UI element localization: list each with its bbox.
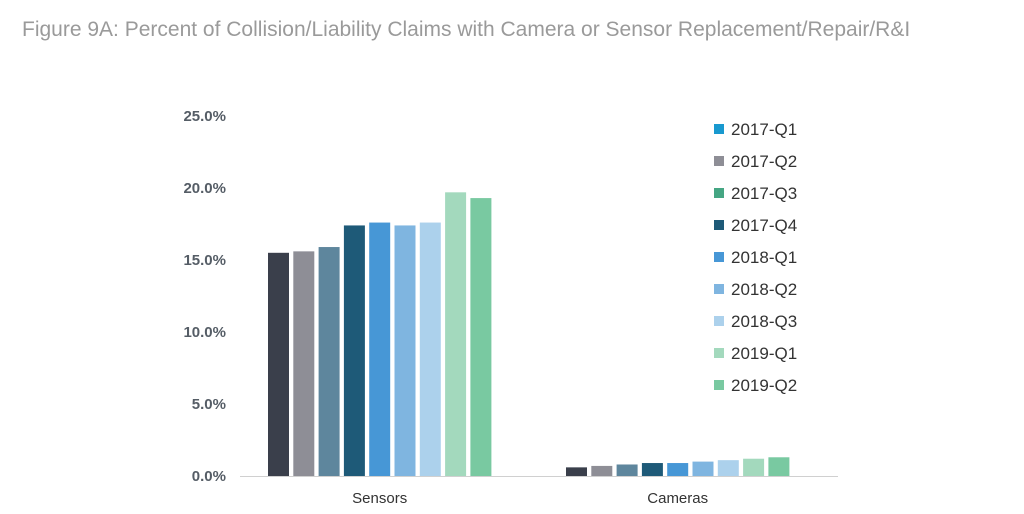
bar-sensors-2019-q1	[445, 192, 467, 476]
y-axis: 0.0% 5.0% 10.0% 15.0% 20.0% 25.0%	[183, 108, 226, 485]
y-tick-label: 15.0%	[183, 252, 226, 269]
legend-label: 2018-Q1	[731, 248, 797, 267]
y-tick-label: 20.0%	[183, 180, 226, 197]
legend-label: 2019-Q1	[731, 344, 797, 363]
x-axis: Sensors Cameras	[240, 476, 838, 507]
bar-sensors-2019-q2	[470, 198, 492, 476]
y-tick-label: 25.0%	[183, 108, 226, 125]
legend-swatch	[714, 188, 724, 198]
legend-swatch	[714, 124, 724, 134]
legend-label: 2018-Q3	[731, 312, 797, 331]
legend: 2017-Q1 2017-Q2 2017-Q3 2017-Q4 2018-Q1 2018-…	[714, 120, 797, 395]
bar-sensors-2018-q1	[369, 222, 391, 476]
legend-label: 2019-Q2	[731, 376, 797, 395]
legend-label: 2017-Q1	[731, 120, 797, 139]
y-tick-label: 0.0%	[192, 468, 226, 485]
bar-cameras-2018-q2	[692, 461, 714, 476]
y-tick-label: 10.0%	[183, 324, 226, 341]
bar-cameras-2019-q1	[743, 458, 765, 476]
bar-cameras-2017-q3	[616, 464, 638, 476]
legend-swatch	[714, 348, 724, 358]
legend-swatch	[714, 284, 724, 294]
chart-title: Figure 9A: Percent of Collision/Liabilit…	[22, 18, 911, 41]
legend-label: 2018-Q2	[731, 280, 797, 299]
bar-cameras-2017-q2	[591, 465, 613, 476]
bar-cameras-2019-q2	[768, 457, 790, 476]
x-tick-label: Sensors	[352, 490, 407, 507]
legend-label: 2017-Q4	[731, 216, 797, 235]
bar-cameras-2018-q1	[667, 463, 689, 476]
bar-sensors-2017-q2	[293, 251, 315, 476]
bar-sensors-2017-q1	[268, 252, 289, 476]
bar-sensors-2017-q3	[318, 247, 340, 476]
bar-cameras-2018-q3	[717, 460, 739, 476]
legend-swatch	[714, 252, 724, 262]
legend-label: 2017-Q2	[731, 152, 797, 171]
bar-sensors-2017-q4	[343, 225, 365, 476]
x-tick-label: Cameras	[647, 490, 708, 507]
legend-swatch	[714, 156, 724, 166]
legend-label: 2017-Q3	[731, 184, 797, 203]
bar-cameras-2017-q1	[566, 467, 587, 476]
bar-cameras-2017-q4	[641, 463, 663, 476]
legend-swatch	[714, 380, 724, 390]
bar-sensors-2018-q2	[394, 225, 416, 476]
bar-sensors-2018-q3	[419, 222, 441, 476]
legend-swatch	[714, 220, 724, 230]
legend-swatch	[714, 316, 724, 326]
bars	[268, 192, 790, 476]
y-tick-label: 5.0%	[192, 396, 226, 413]
